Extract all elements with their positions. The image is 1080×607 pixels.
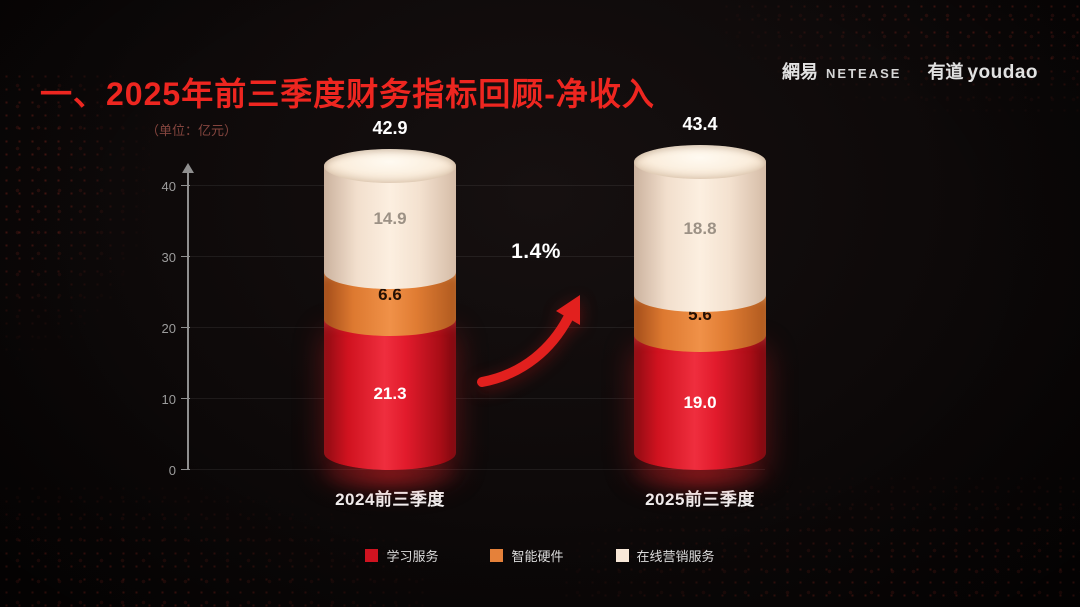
gridline [187, 256, 765, 257]
y-tick-label: 0 [168, 463, 176, 478]
bar-segment: 18.8 [634, 161, 766, 313]
y-tick-label: 10 [161, 392, 176, 407]
bar-segment: 19.0 [634, 335, 766, 470]
y-axis-arrow-icon [182, 163, 194, 173]
segment-value-label: 6.6 [378, 285, 402, 305]
bar-2024-q3: 42.9 2024前三季度 21.3 6.6 14.9 [324, 118, 456, 509]
legend: 学习服务 智能硬件 在线营销服务 [0, 546, 1080, 565]
youdao-logo-cn: 有道 [927, 62, 964, 82]
netease-logo-en: NETEASE [826, 66, 902, 81]
legend-swatch-smart-hardware [490, 549, 504, 562]
bar-segment: 14.9 [324, 166, 456, 289]
legend-swatch-online-marketing [615, 549, 629, 562]
netease-logo-cn: 網易 [782, 62, 819, 82]
y-tick-mark [181, 398, 190, 399]
bar-category-label: 2024前三季度 [335, 490, 445, 509]
legend-label: 智能硬件 [511, 549, 564, 564]
segment-value-label: 19.0 [683, 392, 717, 412]
gridline [187, 327, 765, 328]
growth-percentage-label: 1.4% [511, 240, 561, 263]
legend-item-learning-services: 学习服务 [365, 546, 438, 565]
y-tick-label: 40 [161, 179, 176, 194]
brand-logos: 網易 NETEASE 有道 youdao [782, 58, 1038, 84]
legend-label: 在线营销服务 [636, 549, 715, 564]
y-tick-mark [181, 469, 190, 470]
cylinder-top-face [634, 144, 766, 179]
netease-logo: 網易 NETEASE [782, 58, 901, 84]
bar-category-label: 2025前三季度 [645, 490, 755, 509]
gridline [187, 469, 765, 470]
segment-value-label: 18.8 [683, 218, 717, 238]
bar-total-label: 43.4 [682, 113, 718, 134]
unit-label: （单位：亿元） [146, 123, 238, 138]
gridline [187, 398, 765, 399]
gridline [187, 185, 765, 186]
growth-arrow-icon [477, 295, 580, 387]
y-tick-mark [181, 327, 190, 328]
legend-swatch-learning-services [365, 549, 379, 562]
segment-value-label: 21.3 [373, 384, 407, 404]
y-tick-label: 20 [161, 321, 176, 336]
segment-value-label: 14.9 [373, 209, 407, 229]
youdao-logo: 有道 youdao [927, 58, 1038, 84]
bar-segment: 21.3 [324, 318, 456, 470]
bar-total-label: 42.9 [372, 118, 408, 139]
y-tick-mark [181, 256, 190, 257]
legend-item-smart-hardware: 智能硬件 [490, 546, 564, 565]
y-tick-label: 30 [161, 250, 176, 265]
youdao-logo-en: youdao [967, 62, 1038, 83]
cylinder-top-face [324, 149, 456, 184]
y-tick-mark [181, 185, 190, 186]
legend-item-online-marketing: 在线营销服务 [615, 546, 715, 565]
y-axis-line [187, 173, 189, 470]
page-title: 一、2025年前三季度财务指标回顾-净收入 [40, 76, 655, 113]
legend-label: 学习服务 [386, 549, 439, 564]
bar-2025-q3: 43.4 2025前三季度 19.0 5.6 18.8 [634, 114, 766, 509]
